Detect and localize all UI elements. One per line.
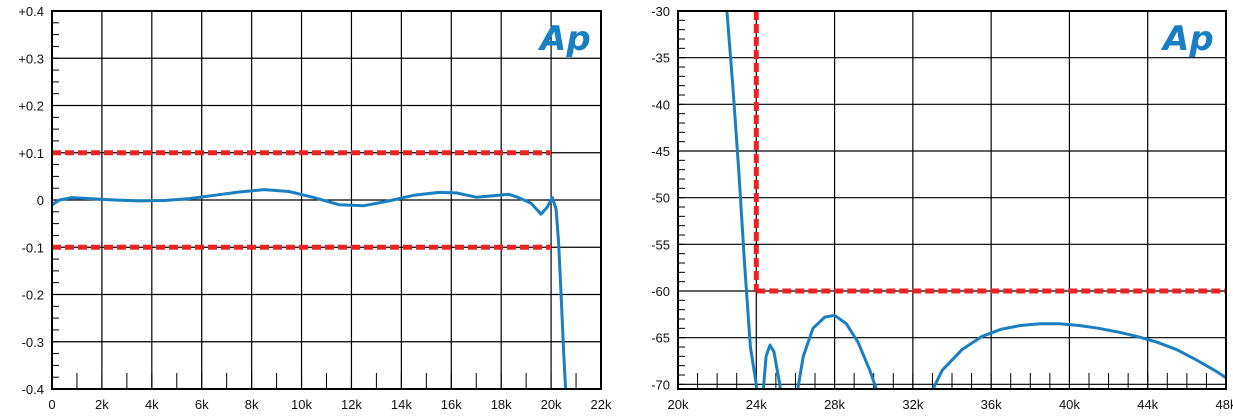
stopband-x-tick-label: 28k [824, 397, 845, 412]
passband-y-tick-label: -0.1 [22, 240, 44, 255]
passband-x-tick-labels: 0 2k 4k 6k 8k 10k 12k 14k 16k 18k 20k 22k [48, 397, 612, 412]
ap-logo-right: Ap [1160, 19, 1214, 59]
passband-limit-lines [52, 150, 552, 250]
passband-y-tick-label: +0.1 [18, 146, 44, 161]
passband-x-tick-label: 18k [491, 397, 512, 412]
stopband-y-tick-labels: -30 -35 -40 -45 -50 -55 -60 -65 -70 [651, 4, 670, 392]
stopband-response-line [931, 322, 1226, 389]
stopband-x-tick-label: 20k [668, 397, 689, 412]
stopband-y-tick-label: -60 [651, 284, 670, 299]
stopband-y-tick-label: -65 [651, 331, 670, 346]
passband-y-tick-label: 0 [37, 193, 44, 208]
passband-x-tick-label: 10k [291, 397, 312, 412]
passband-chart: +0.4 +0.3 +0.2 +0.1 0 -0.1 -0.2 -0.3 -0.4 0 2k 4k 6… [18, 4, 612, 412]
passband-x-tick-label: 12k [341, 397, 362, 412]
stopband-chart: -30 -35 -40 -45 -50 -55 -60 -65 -70 20k 24k 28k 32k… [651, 4, 1233, 412]
passband-y-tick-label: -0.2 [22, 288, 44, 303]
stopband-x-tick-label: 48k [1216, 397, 1233, 412]
passband-x-tick-label: 14k [391, 397, 412, 412]
stopband-grid [677, 10, 1227, 389]
passband-x-tick-label: 20k [541, 397, 562, 412]
passband-y-tick-label: -0.3 [22, 335, 44, 350]
stopband-y-tick-label: -55 [651, 237, 670, 252]
passband-response-line [52, 188, 568, 389]
stopband-response-series [725, 11, 1226, 389]
stopband-y-tick-label: -45 [651, 144, 670, 159]
stopband-y-tick-label: -40 [651, 97, 670, 112]
stopband-plot-frame [677, 10, 1227, 390]
passband-x-tick-label: 6k [195, 397, 209, 412]
stopband-y-tick-label: -70 [651, 377, 670, 392]
stopband-plot-background [678, 11, 1226, 389]
stopband-y-tick-label: -30 [651, 4, 670, 19]
passband-y-tick-label: +0.2 [18, 99, 44, 114]
stopband-x-tick-label: 24k [746, 397, 767, 412]
stopband-x-tick-label: 40k [1059, 397, 1080, 412]
stopband-limit-lines [753, 11, 1226, 294]
stopband-x-tick-label: 36k [981, 397, 1002, 412]
stopband-x-tick-labels: 20k 24k 28k 32k 36k 40k 44k 48k [668, 397, 1233, 412]
stopband-minor-ticks [677, 10, 1227, 389]
stopband-response-line [761, 343, 782, 389]
ap-logo-left: Ap [537, 19, 591, 59]
passband-x-tick-label: 0 [48, 397, 55, 412]
passband-x-tick-label: 8k [245, 397, 259, 412]
passband-y-tick-label: -0.4 [22, 382, 44, 397]
passband-x-tick-label: 4k [145, 397, 159, 412]
passband-x-tick-label: 2k [95, 397, 109, 412]
stopband-y-tick-label: -35 [651, 51, 670, 66]
passband-x-tick-label: 16k [441, 397, 462, 412]
passband-x-tick-label: 22k [591, 397, 612, 412]
passband-response-series [52, 188, 568, 389]
stopband-x-tick-label: 32k [902, 397, 923, 412]
stopband-y-tick-label: -50 [651, 191, 670, 206]
passband-plot-frame [51, 10, 602, 390]
stopband-x-tick-label: 44k [1137, 397, 1158, 412]
stopband-response-line [796, 313, 878, 389]
passband-y-tick-label: +0.3 [18, 51, 44, 66]
passband-y-tick-label: +0.4 [18, 4, 44, 19]
passband-y-tick-labels: +0.4 +0.3 +0.2 +0.1 0 -0.1 -0.2 -0.3 -0.4 [18, 4, 44, 397]
stopband-response-line [725, 11, 759, 389]
